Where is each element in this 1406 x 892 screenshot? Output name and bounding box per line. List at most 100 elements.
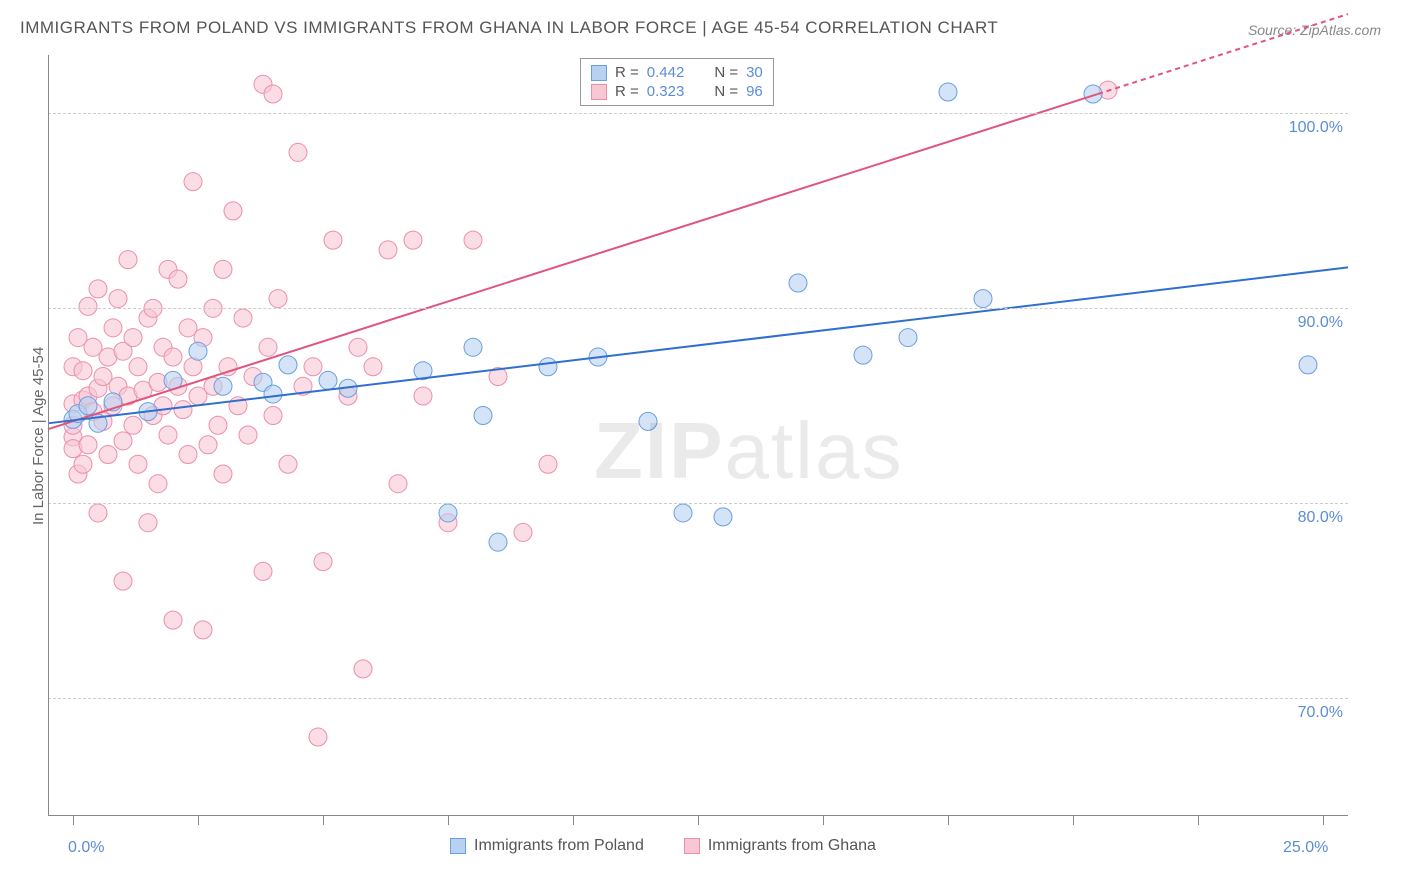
n-value-ghana: 96 [746,83,763,100]
n-label: N = [714,64,738,81]
poland-point [214,377,232,395]
chart-title: IMMIGRANTS FROM POLAND VS IMMIGRANTS FRO… [20,18,998,38]
ghana-point [264,407,282,425]
trend-line [48,94,1098,429]
poland-point [1299,356,1317,374]
ghana-point [279,455,297,473]
ghana-point [99,445,117,463]
poland-point [264,385,282,403]
y-tick-label: 70.0% [1298,704,1343,722]
poland-point [714,508,732,526]
ghana-point [174,401,192,419]
poland-point [854,346,872,364]
ghana-point [119,251,137,269]
ghana-point [89,280,107,298]
ghana-point [539,455,557,473]
scatter-svg [48,55,1348,815]
swatch-ghana [591,84,607,100]
stat-row-poland: R = 0.442 N = 30 [591,63,763,82]
y-tick-label: 90.0% [1298,314,1343,332]
ghana-point [379,241,397,259]
r-label: R = [615,83,639,100]
poland-point [474,407,492,425]
x-tick-label: 25.0% [1283,839,1328,857]
poland-point [639,412,657,430]
r-value-ghana: 0.323 [647,83,685,100]
ghana-point [74,362,92,380]
ghana-point [114,432,132,450]
ghana-point [309,728,327,746]
ghana-point [259,338,277,356]
r-value-poland: 0.442 [647,64,685,81]
ghana-point [179,445,197,463]
ghana-point [109,290,127,308]
ghana-point [114,572,132,590]
ghana-point [404,231,422,249]
poland-point [279,356,297,374]
ghana-point [79,436,97,454]
ghana-point [104,319,122,337]
ghana-point [129,358,147,376]
y-tick-label: 100.0% [1289,119,1343,137]
poland-point [189,342,207,360]
legend-label-poland: Immigrants from Poland [474,837,644,855]
ghana-point [79,297,97,315]
ghana-point [514,523,532,541]
poland-point [974,290,992,308]
poland-point [439,504,457,522]
ghana-point [89,504,107,522]
n-value-poland: 30 [746,64,763,81]
ghana-point [224,202,242,220]
ghana-point [214,465,232,483]
correlation-stats-box: R = 0.442 N = 30 R = 0.323 N = 96 [580,58,774,106]
ghana-point [414,387,432,405]
ghana-point [129,455,147,473]
swatch-ghana [684,838,700,854]
r-label: R = [615,64,639,81]
stat-row-ghana: R = 0.323 N = 96 [591,82,763,101]
poland-point [674,504,692,522]
ghana-point [164,611,182,629]
ghana-point [149,475,167,493]
poland-point [939,83,957,101]
ghana-point [124,329,142,347]
ghana-point [124,416,142,434]
ghana-point [464,231,482,249]
ghana-point [324,231,342,249]
ghana-point [209,416,227,434]
ghana-point [264,85,282,103]
ghana-point [269,290,287,308]
poland-point [899,329,917,347]
legend-item-poland: Immigrants from Poland [450,837,644,855]
ghana-point [169,270,187,288]
ghana-point [289,143,307,161]
x-tick-label: 0.0% [68,839,104,857]
legend-label-ghana: Immigrants from Ghana [708,837,876,855]
ghana-point [349,338,367,356]
ghana-point [74,455,92,473]
poland-point [464,338,482,356]
ghana-point [184,173,202,191]
ghana-point [139,514,157,532]
ghana-point [239,426,257,444]
poland-point [79,397,97,415]
ghana-point [194,621,212,639]
legend-item-ghana: Immigrants from Ghana [684,837,876,855]
plot-area: 70.0%80.0%90.0%100.0%0.0%25.0% [48,55,1348,815]
n-label: N = [714,83,738,100]
swatch-poland [591,65,607,81]
ghana-point [214,260,232,278]
ghana-point [304,358,322,376]
ghana-point [164,348,182,366]
trend-line [1098,14,1348,94]
ghana-point [254,562,272,580]
poland-point [319,371,337,389]
swatch-poland [450,838,466,854]
y-tick-label: 80.0% [1298,509,1343,527]
ghana-point [234,309,252,327]
ghana-point [199,436,217,454]
ghana-point [314,553,332,571]
poland-point [489,533,507,551]
series-legend: Immigrants from Poland Immigrants from G… [450,837,876,855]
poland-point [789,274,807,292]
